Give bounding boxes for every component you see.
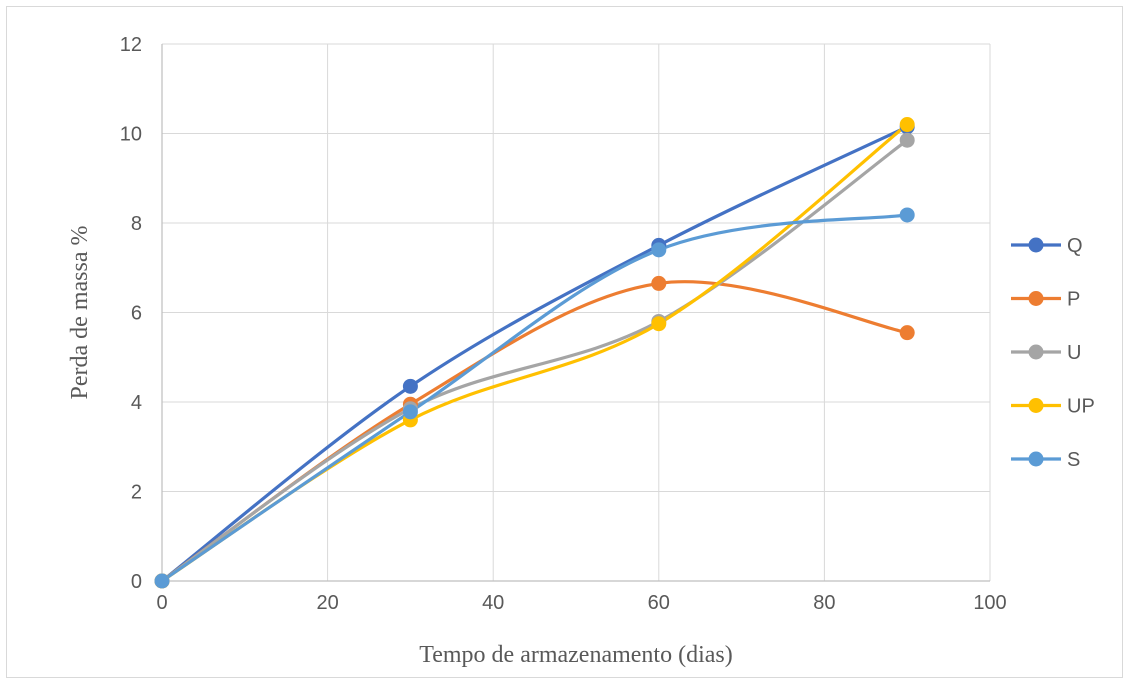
series-line-up: [161, 123, 909, 583]
gridlines: [162, 43, 991, 581]
tick-labels: 0 20 40 60 80 100 0 2 4 6 8 10 12: [120, 34, 1007, 614]
series-points: [154, 117, 915, 589]
y-tick-label: 0: [131, 571, 142, 593]
data-point-up: [899, 117, 915, 133]
legend-item-up: UP: [1011, 396, 1095, 418]
series-line-u: [161, 138, 909, 583]
y-axis-title: Perda de massa %: [67, 226, 93, 400]
x-tick-label: 40: [482, 592, 504, 614]
data-point-up: [651, 316, 667, 332]
series-lines: [161, 123, 909, 583]
legend-item-p: P: [1011, 289, 1080, 311]
data-point-u: [899, 132, 915, 148]
legend-label: U: [1067, 342, 1081, 364]
legend-label: P: [1067, 289, 1080, 311]
data-point-s: [402, 404, 418, 420]
series-line-q: [161, 125, 908, 583]
legend: Q P U UP S: [1011, 235, 1095, 471]
x-tick-label: 60: [648, 592, 670, 614]
legend-marker: [1028, 344, 1044, 360]
legend-label: Q: [1067, 235, 1083, 257]
chart-frame: 0 20 40 60 80 100 0 2 4 6 8 10 12 Q P U UP S Tempo de ar…: [6, 6, 1123, 678]
data-point-s: [154, 573, 170, 589]
axes: [161, 44, 990, 582]
data-point-p: [651, 275, 667, 291]
line-chart: 0 20 40 60 80 100 0 2 4 6 8 10 12 Q P U UP S Tempo de ar…: [67, 34, 1095, 668]
series-line-p: [161, 280, 908, 583]
y-tick-label: 6: [131, 303, 142, 325]
x-axis-title: Tempo de armazenamento (dias): [419, 642, 733, 668]
y-tick-label: 8: [131, 213, 142, 235]
data-point-s: [651, 242, 667, 258]
y-tick-label: 10: [120, 124, 142, 146]
legend-label: S: [1067, 449, 1080, 471]
legend-marker: [1028, 237, 1044, 253]
legend-item-q: Q: [1011, 235, 1083, 257]
y-tick-label: 4: [131, 392, 142, 414]
legend-item-s: S: [1011, 449, 1080, 471]
legend-label: UP: [1067, 396, 1095, 418]
series-line-s: [161, 213, 908, 583]
legend-marker: [1028, 398, 1044, 413]
x-tick-label: 80: [813, 592, 835, 614]
y-tick-label: 12: [120, 34, 142, 56]
x-tick-label: 100: [973, 592, 1006, 614]
legend-marker: [1028, 451, 1044, 467]
legend-marker: [1028, 291, 1044, 306]
x-tick-label: 0: [156, 592, 167, 614]
y-tick-label: 2: [131, 482, 142, 504]
data-point-s: [899, 207, 915, 223]
data-point-p: [899, 325, 915, 341]
x-tick-label: 20: [316, 592, 338, 614]
data-point-q: [402, 378, 418, 394]
legend-item-u: U: [1011, 342, 1081, 364]
